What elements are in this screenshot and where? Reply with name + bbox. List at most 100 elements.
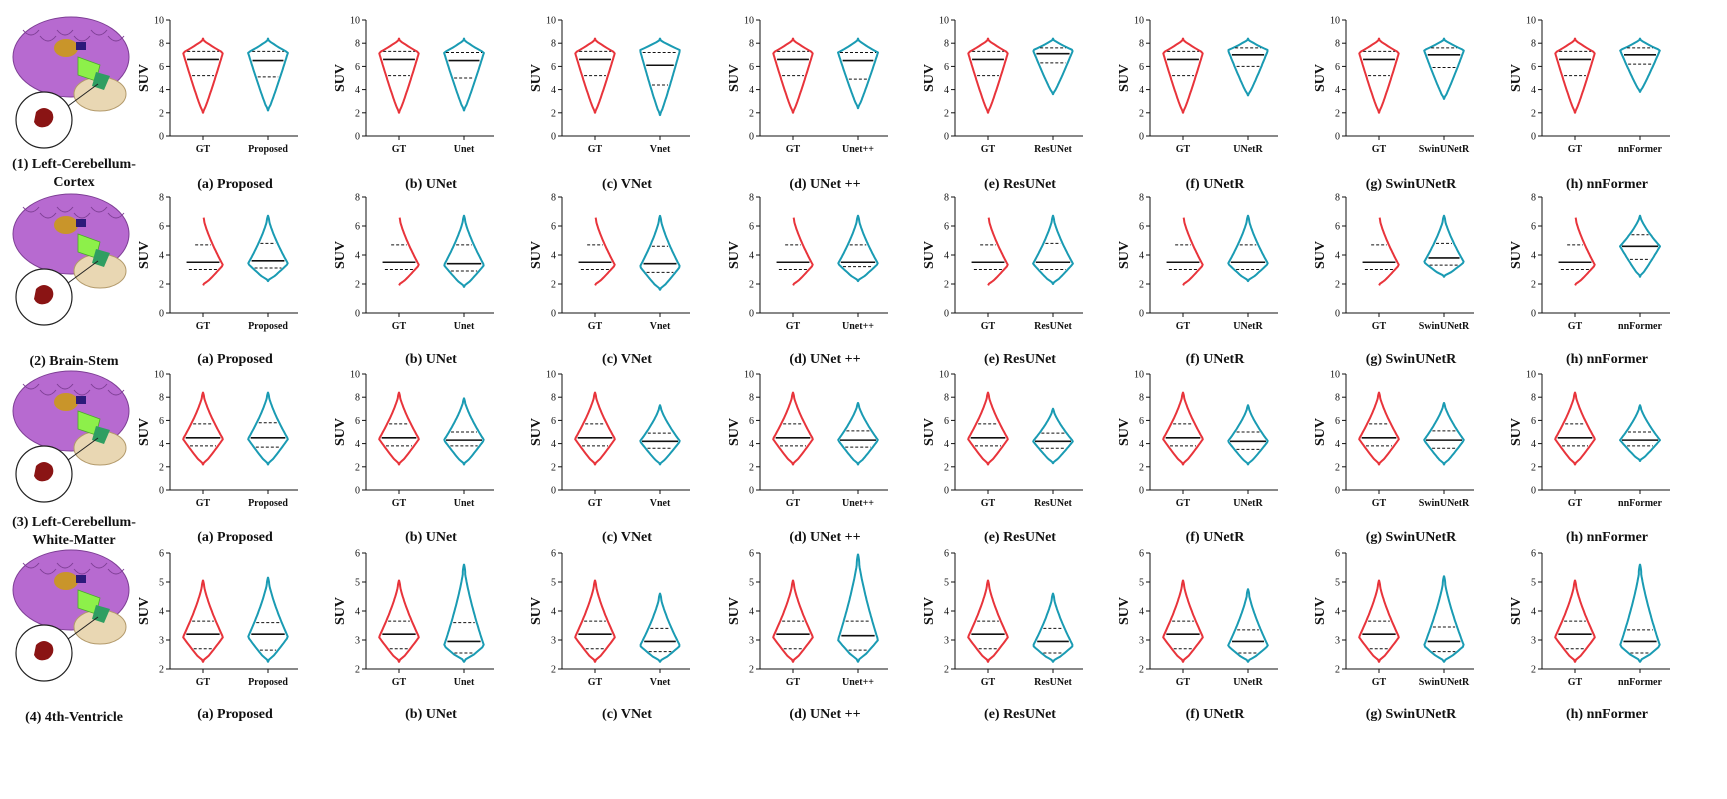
x-tick-label-pred: ResUNet: [1034, 677, 1072, 688]
y-tick-label: 2: [551, 665, 556, 676]
y-tick-label: 5: [551, 578, 556, 589]
y-tick-label: 4: [1531, 439, 1536, 450]
y-tick-label: 10: [744, 370, 754, 381]
violin-pred: [247, 37, 289, 112]
y-tick-label: 4: [1139, 607, 1144, 618]
panel-caption: (e) ResUNet: [984, 707, 1056, 722]
violin-gt-outline: [594, 217, 616, 286]
violin-panel: 0 2 4 6 8 SUV GT UNetR (f) UNetR: [1117, 193, 1278, 367]
violin-panel: 0 2 4 6 8 10 SUV GT Proposed (a) Proposed: [137, 370, 298, 545]
y-tick-label: 2: [944, 280, 949, 291]
y-tick-label: 0: [159, 309, 164, 320]
y-tick-label: 2: [749, 280, 754, 291]
y-tick-label: 8: [551, 39, 556, 50]
y-axis-label: SUV: [1509, 597, 1524, 625]
violin-gt-outline: [1358, 579, 1400, 663]
y-tick-label: 4: [749, 251, 754, 262]
y-tick-label: 10: [350, 16, 360, 27]
violin-pred-outline: [1032, 214, 1074, 285]
row-label: (2) Brain-Stem: [29, 354, 118, 369]
panel-caption: (b) UNet: [405, 707, 457, 722]
violin-gt-outline: [1162, 579, 1204, 663]
y-tick-label: 3: [944, 636, 949, 647]
violin-gt: [182, 37, 224, 114]
y-tick-label: 10: [939, 16, 949, 27]
y-tick-label: 4: [355, 439, 360, 450]
y-tick-label: 5: [749, 578, 754, 589]
violin-gt-outline: [378, 579, 420, 663]
panel-caption: (c) VNet: [602, 707, 652, 722]
x-tick-label-pred: nnFormer: [1618, 498, 1662, 509]
x-tick-label-gt: GT: [786, 321, 801, 332]
y-tick-label: 0: [159, 486, 164, 497]
y-tick-label: 6: [355, 62, 360, 73]
panel-caption: (e) ResUNet: [984, 177, 1056, 192]
violin-gt-outline: [1378, 217, 1400, 286]
y-tick-label: 2: [159, 280, 164, 291]
y-tick-label: 6: [1335, 62, 1340, 73]
y-tick-label: 0: [1139, 486, 1144, 497]
violin-panel: 0 2 4 6 8 10 SUV GT nnFormer (h) nnFormer: [1509, 370, 1670, 545]
y-tick-label: 8: [1531, 193, 1536, 204]
y-tick-label: 2: [1139, 462, 1144, 473]
violin-panel: 0 2 4 6 8 10 SUV GT ResUNet (e) ResUNet: [922, 16, 1083, 192]
y-tick-label: 6: [749, 222, 754, 233]
x-tick-label-gt: GT: [588, 498, 603, 509]
y-tick-label: 4: [1335, 85, 1340, 96]
y-tick-label: 2: [1531, 665, 1536, 676]
violin-panel: 0 2 4 6 8 SUV GT SwinUNetR (g) SwinUNetR: [1313, 193, 1474, 367]
violin-panel: 0 2 4 6 8 10 SUV GT Unet (b) UNet: [333, 16, 494, 192]
violin-pred-outline: [1423, 575, 1465, 663]
violin-gt: [378, 37, 420, 114]
y-tick-label: 4: [1139, 439, 1144, 450]
violin-panel: 2 3 4 5 6 SUV GT Unet (b) UNet: [333, 549, 494, 722]
violin-pred-outline: [1619, 404, 1661, 462]
violin-pred: [837, 37, 879, 110]
violin-gt: [772, 391, 814, 466]
panel-caption: (h) nnFormer: [1566, 707, 1648, 722]
x-tick-label-gt: GT: [588, 321, 603, 332]
violin-pred-outline: [1423, 214, 1465, 278]
violin-pred-outline: [1032, 37, 1074, 96]
panel-caption: (a) Proposed: [197, 707, 273, 722]
y-tick-label: 8: [159, 193, 164, 204]
y-tick-label: 4: [749, 85, 754, 96]
violin-gt-outline: [574, 579, 616, 663]
violin-panel: 0 2 4 6 8 10 SUV GT Vnet (c) VNet: [529, 16, 690, 192]
x-tick-label-gt: GT: [1372, 498, 1387, 509]
y-tick-label: 6: [1335, 549, 1340, 560]
y-tick-label: 4: [1139, 85, 1144, 96]
violin-pred: [1227, 404, 1269, 466]
y-tick-label: 6: [1531, 222, 1536, 233]
y-tick-label: 8: [551, 393, 556, 404]
violin-gt: [182, 579, 224, 663]
y-tick-label: 4: [1531, 251, 1536, 262]
y-tick-label: 8: [355, 193, 360, 204]
row-label: Cortex: [53, 175, 94, 190]
y-tick-label: 0: [355, 132, 360, 143]
y-tick-label: 6: [159, 416, 164, 427]
x-tick-label-pred: ResUNet: [1034, 321, 1072, 332]
violin-gt: [182, 391, 224, 466]
y-tick-label: 4: [1531, 607, 1536, 618]
y-axis-label: SUV: [727, 64, 742, 92]
y-tick-label: 0: [1335, 309, 1340, 320]
violin-panel: 0 2 4 6 8 10 SUV GT SwinUNetR (g) SwinUNetR: [1313, 370, 1474, 545]
y-tick-label: 6: [749, 62, 754, 73]
y-tick-label: 10: [1526, 16, 1536, 27]
violin-gt: [772, 37, 814, 114]
violin-gt: [382, 217, 420, 286]
violin-pred: [1032, 37, 1074, 96]
violin-pred: [1227, 37, 1269, 97]
y-axis-label: SUV: [137, 64, 152, 92]
y-axis-label: SUV: [1509, 241, 1524, 269]
x-tick-label-pred: SwinUNetR: [1419, 144, 1470, 155]
x-tick-label-pred: Unet++: [842, 321, 874, 332]
y-tick-label: 3: [1335, 636, 1340, 647]
y-tick-label: 6: [355, 416, 360, 427]
violin-gt: [1162, 391, 1204, 466]
x-tick-label-gt: GT: [1568, 144, 1583, 155]
y-axis-label: SUV: [1313, 64, 1328, 92]
violin-pred: [1032, 214, 1074, 285]
violin-panel: 2 3 4 5 6 SUV GT ResUNet (e) ResUNet: [922, 549, 1083, 722]
